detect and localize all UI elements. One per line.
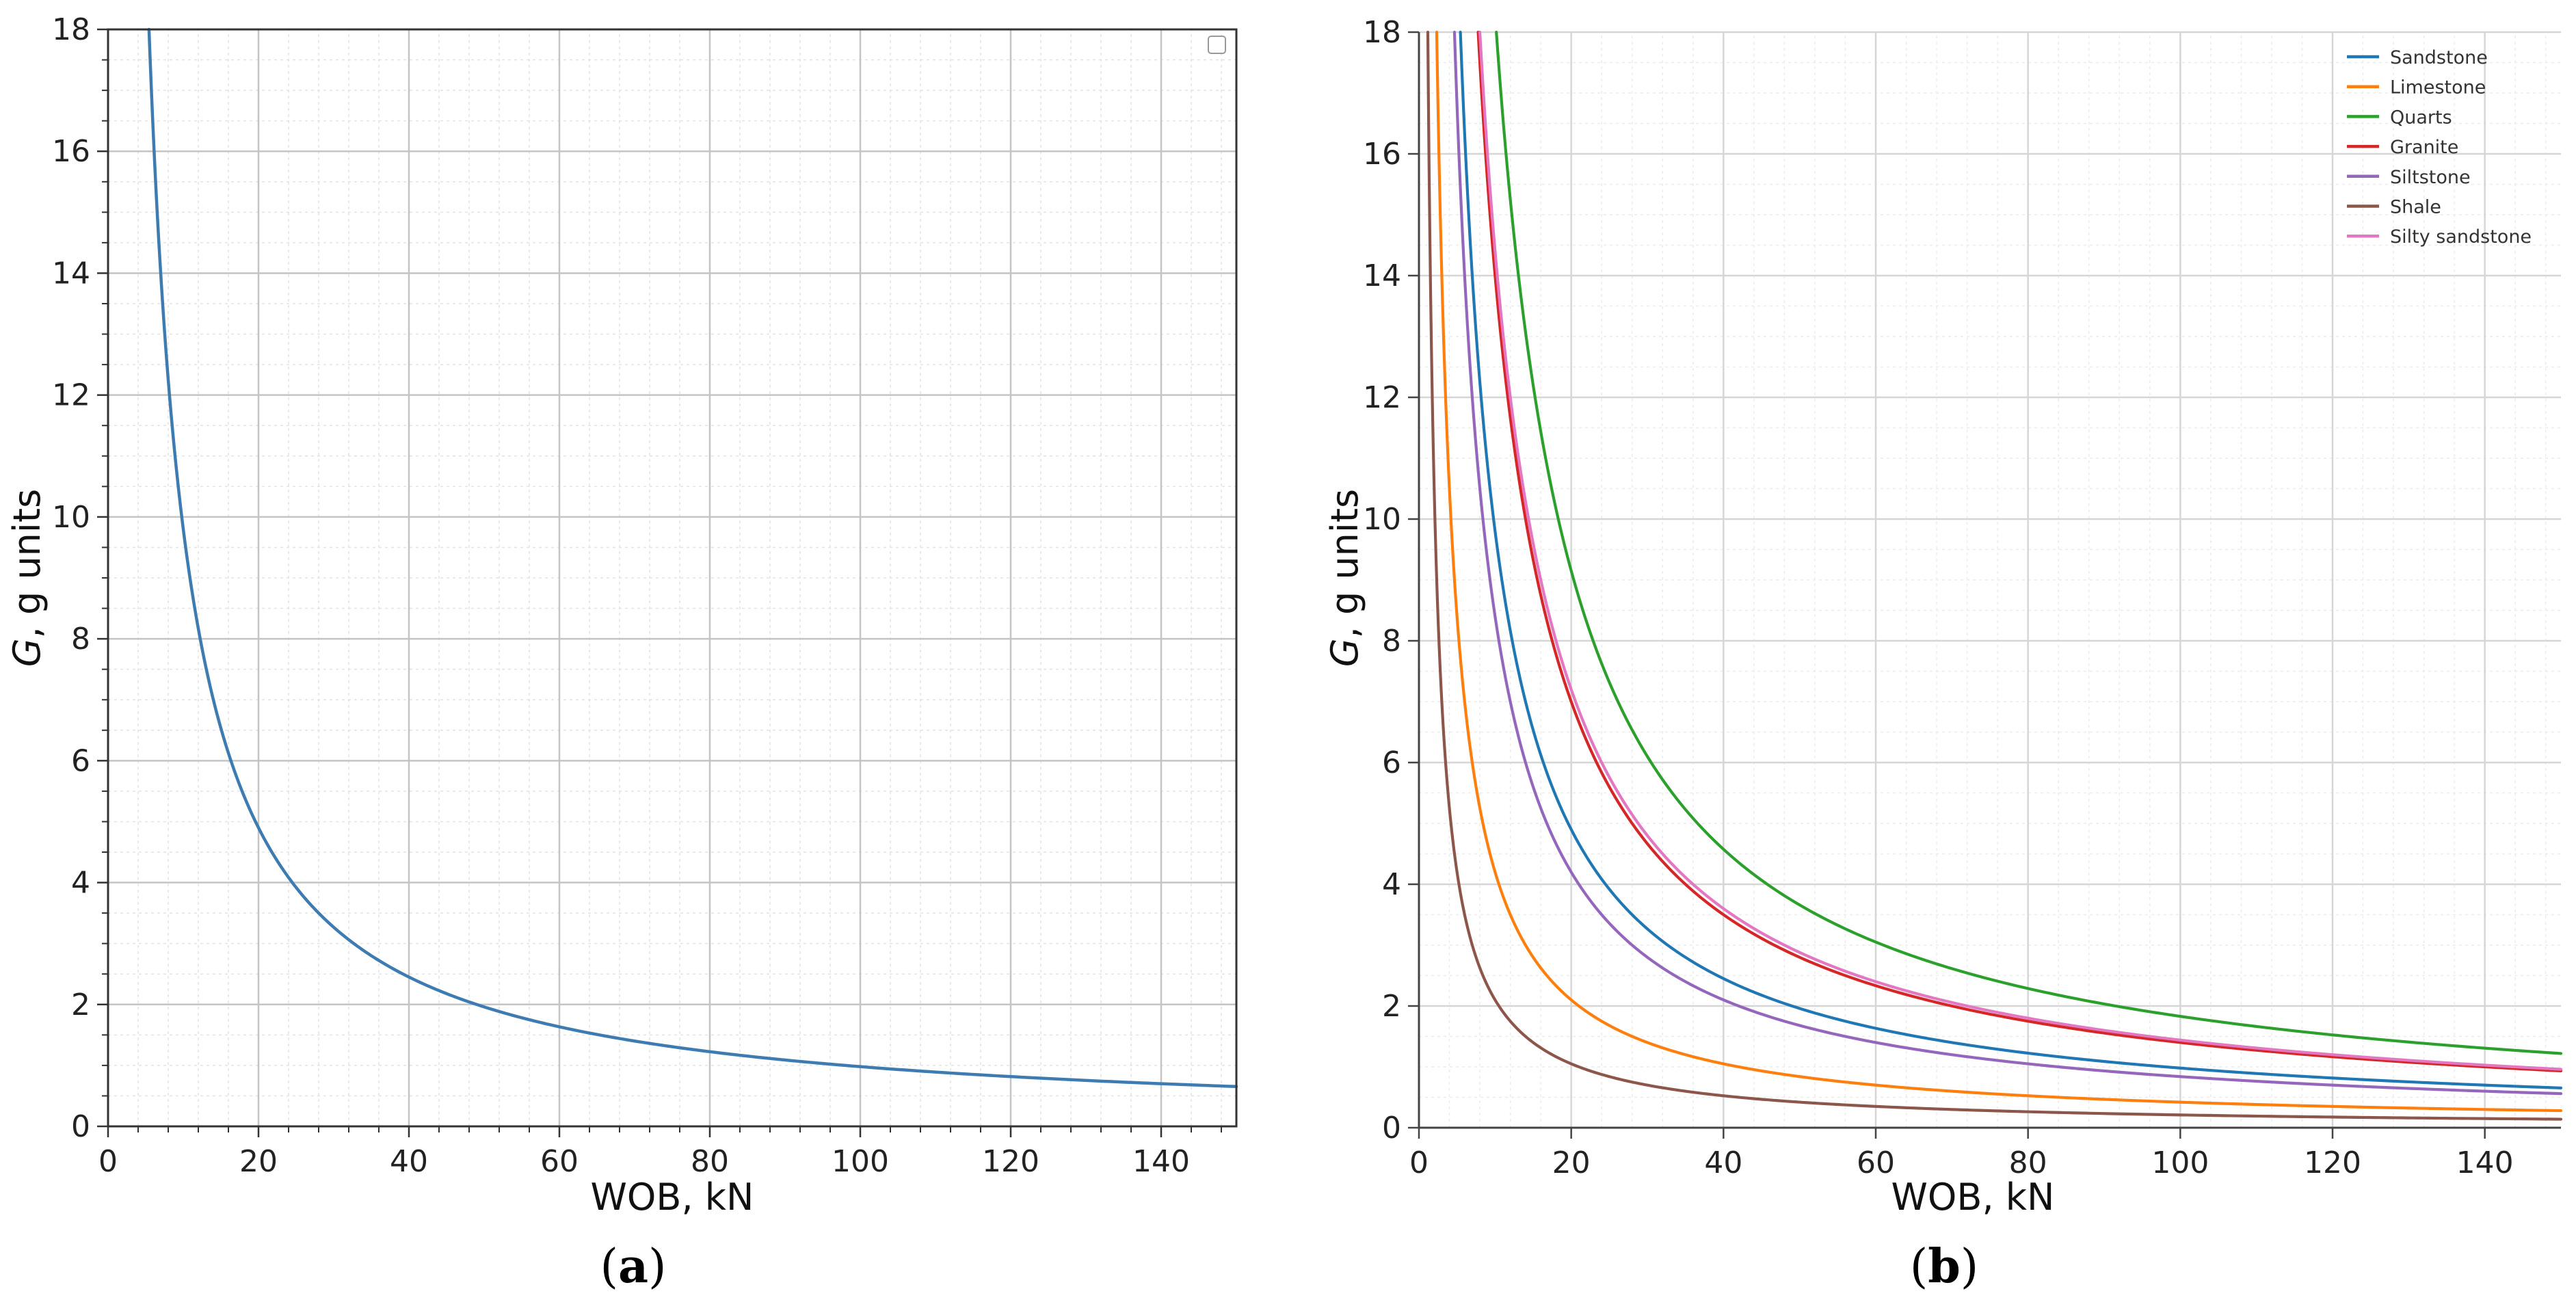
y-axis-title-symbol: G xyxy=(1323,638,1366,667)
legend-label: Granite xyxy=(2390,137,2458,158)
series-line-limestone xyxy=(1435,30,2563,1113)
series-line-granite xyxy=(1476,30,2563,1073)
y-axis-title-unit: , g units xyxy=(1323,489,1366,639)
y-tick-label: 16 xyxy=(1363,137,1401,172)
y-axis-title-unit: , g units xyxy=(5,489,49,639)
chart-panel-a: 0 20 40 60 80 100 120 140 0 2 4 6 8 10 12 14 16 18 WOB, … xyxy=(5,12,1238,1294)
x-tick-label: 80 xyxy=(2009,1146,2047,1180)
panel-label-b: (b) xyxy=(1910,1239,1979,1294)
series-line-siltstone xyxy=(1452,30,2563,1096)
minor-gridlines xyxy=(1419,32,2561,1128)
x-tick-label: 40 xyxy=(1704,1146,1742,1180)
y-tick-label: 18 xyxy=(1363,15,1401,50)
y-tick-label: 16 xyxy=(52,134,90,169)
legend-label: Quarts xyxy=(2390,107,2452,128)
series-line-sandstone xyxy=(1459,30,2563,1089)
panel-label-open-paren: ( xyxy=(600,1240,618,1294)
chart-panel-b: 0 20 40 60 80 100 120 140 0 2 4 6 8 10 12 14 16 18 Sands… xyxy=(1323,15,2563,1294)
panel-label-letter: b xyxy=(1928,1239,1961,1294)
x-tick-label: 0 xyxy=(98,1144,118,1179)
y-axis-title: G, g units xyxy=(5,489,49,667)
major-gridlines xyxy=(107,28,1236,1128)
x-tick-label: 60 xyxy=(540,1144,579,1179)
x-axis-title: WOB, kN xyxy=(1891,1176,2055,1219)
x-tick-label: 40 xyxy=(390,1144,428,1179)
legend-label: Silty sandstone xyxy=(2390,226,2532,248)
x-tick-label: 120 xyxy=(2304,1146,2361,1180)
x-tick-label: 140 xyxy=(2456,1146,2514,1180)
y-tick-label: 8 xyxy=(1382,624,1401,659)
panel-label-open-paren: ( xyxy=(1910,1240,1928,1294)
legend-label: Siltstone xyxy=(2390,167,2471,188)
minor-gridlines xyxy=(108,29,1236,1126)
y-tick-labels: 0 2 4 6 8 10 12 14 16 18 xyxy=(1363,15,1401,1146)
y-tick-label: 8 xyxy=(71,622,90,657)
x-tick-label: 80 xyxy=(691,1144,729,1179)
series-line-quarts xyxy=(1495,30,2563,1055)
y-axis-title: G, g units xyxy=(1323,489,1366,667)
series-group xyxy=(147,27,1238,1089)
series-line-main xyxy=(147,27,1238,1089)
plot-area-frame xyxy=(107,28,1238,1128)
y-tick-label: 2 xyxy=(1382,989,1401,1024)
panel-label-close-paren: ) xyxy=(648,1240,667,1294)
y-tick-label: 0 xyxy=(71,1109,90,1144)
y-tick-label: 0 xyxy=(1382,1111,1401,1146)
y-tick-label: 10 xyxy=(1363,502,1401,537)
series-line-silty-sandstone xyxy=(1478,30,2563,1071)
panel-label-letter: a xyxy=(618,1239,648,1294)
series-group xyxy=(1426,30,2563,1121)
x-tick-label: 100 xyxy=(2151,1146,2209,1180)
y-tick-label: 12 xyxy=(52,378,90,413)
y-tick-label: 14 xyxy=(1363,259,1401,293)
y-tick-label: 6 xyxy=(71,743,90,778)
legend: Sandstone Limestone Quarts Granite Siltstone… xyxy=(2347,47,2532,248)
y-tick-label: 10 xyxy=(52,500,90,535)
x-tick-label: 140 xyxy=(1132,1144,1190,1179)
legend-label: Sandstone xyxy=(2390,47,2488,68)
axis-ticks xyxy=(1408,31,2486,1139)
x-tick-label: 0 xyxy=(1409,1146,1429,1180)
x-tick-label: 100 xyxy=(832,1144,889,1179)
y-tick-label: 6 xyxy=(1382,745,1401,780)
x-tick-label: 20 xyxy=(239,1144,278,1179)
empty-legend-box xyxy=(1208,36,1226,54)
x-tick-label: 20 xyxy=(1552,1146,1591,1180)
series-line-shale xyxy=(1426,30,2563,1121)
panel-label-a: (a) xyxy=(600,1239,666,1294)
x-tick-labels: 0 20 40 60 80 100 120 140 xyxy=(1409,1146,2514,1180)
y-tick-label: 4 xyxy=(1382,867,1401,902)
y-tick-labels: 0 2 4 6 8 10 12 14 16 18 xyxy=(52,12,90,1144)
y-tick-label: 18 xyxy=(52,12,90,47)
legend-label: Shale xyxy=(2390,197,2441,218)
legend-label: Limestone xyxy=(2390,77,2486,98)
y-tick-label: 12 xyxy=(1363,380,1401,415)
x-tick-label: 60 xyxy=(1857,1146,1895,1180)
x-tick-label: 120 xyxy=(982,1144,1039,1179)
y-tick-label: 2 xyxy=(71,988,90,1022)
y-tick-label: 14 xyxy=(52,256,90,291)
panel-label-close-paren: ) xyxy=(1961,1240,1979,1294)
y-tick-label: 4 xyxy=(71,866,90,901)
x-axis-title: WOB, kN xyxy=(591,1176,754,1219)
x-tick-labels: 0 20 40 60 80 100 120 140 xyxy=(98,1144,1190,1179)
axis-ticks xyxy=(97,28,1222,1137)
y-axis-title-symbol: G xyxy=(5,638,49,667)
